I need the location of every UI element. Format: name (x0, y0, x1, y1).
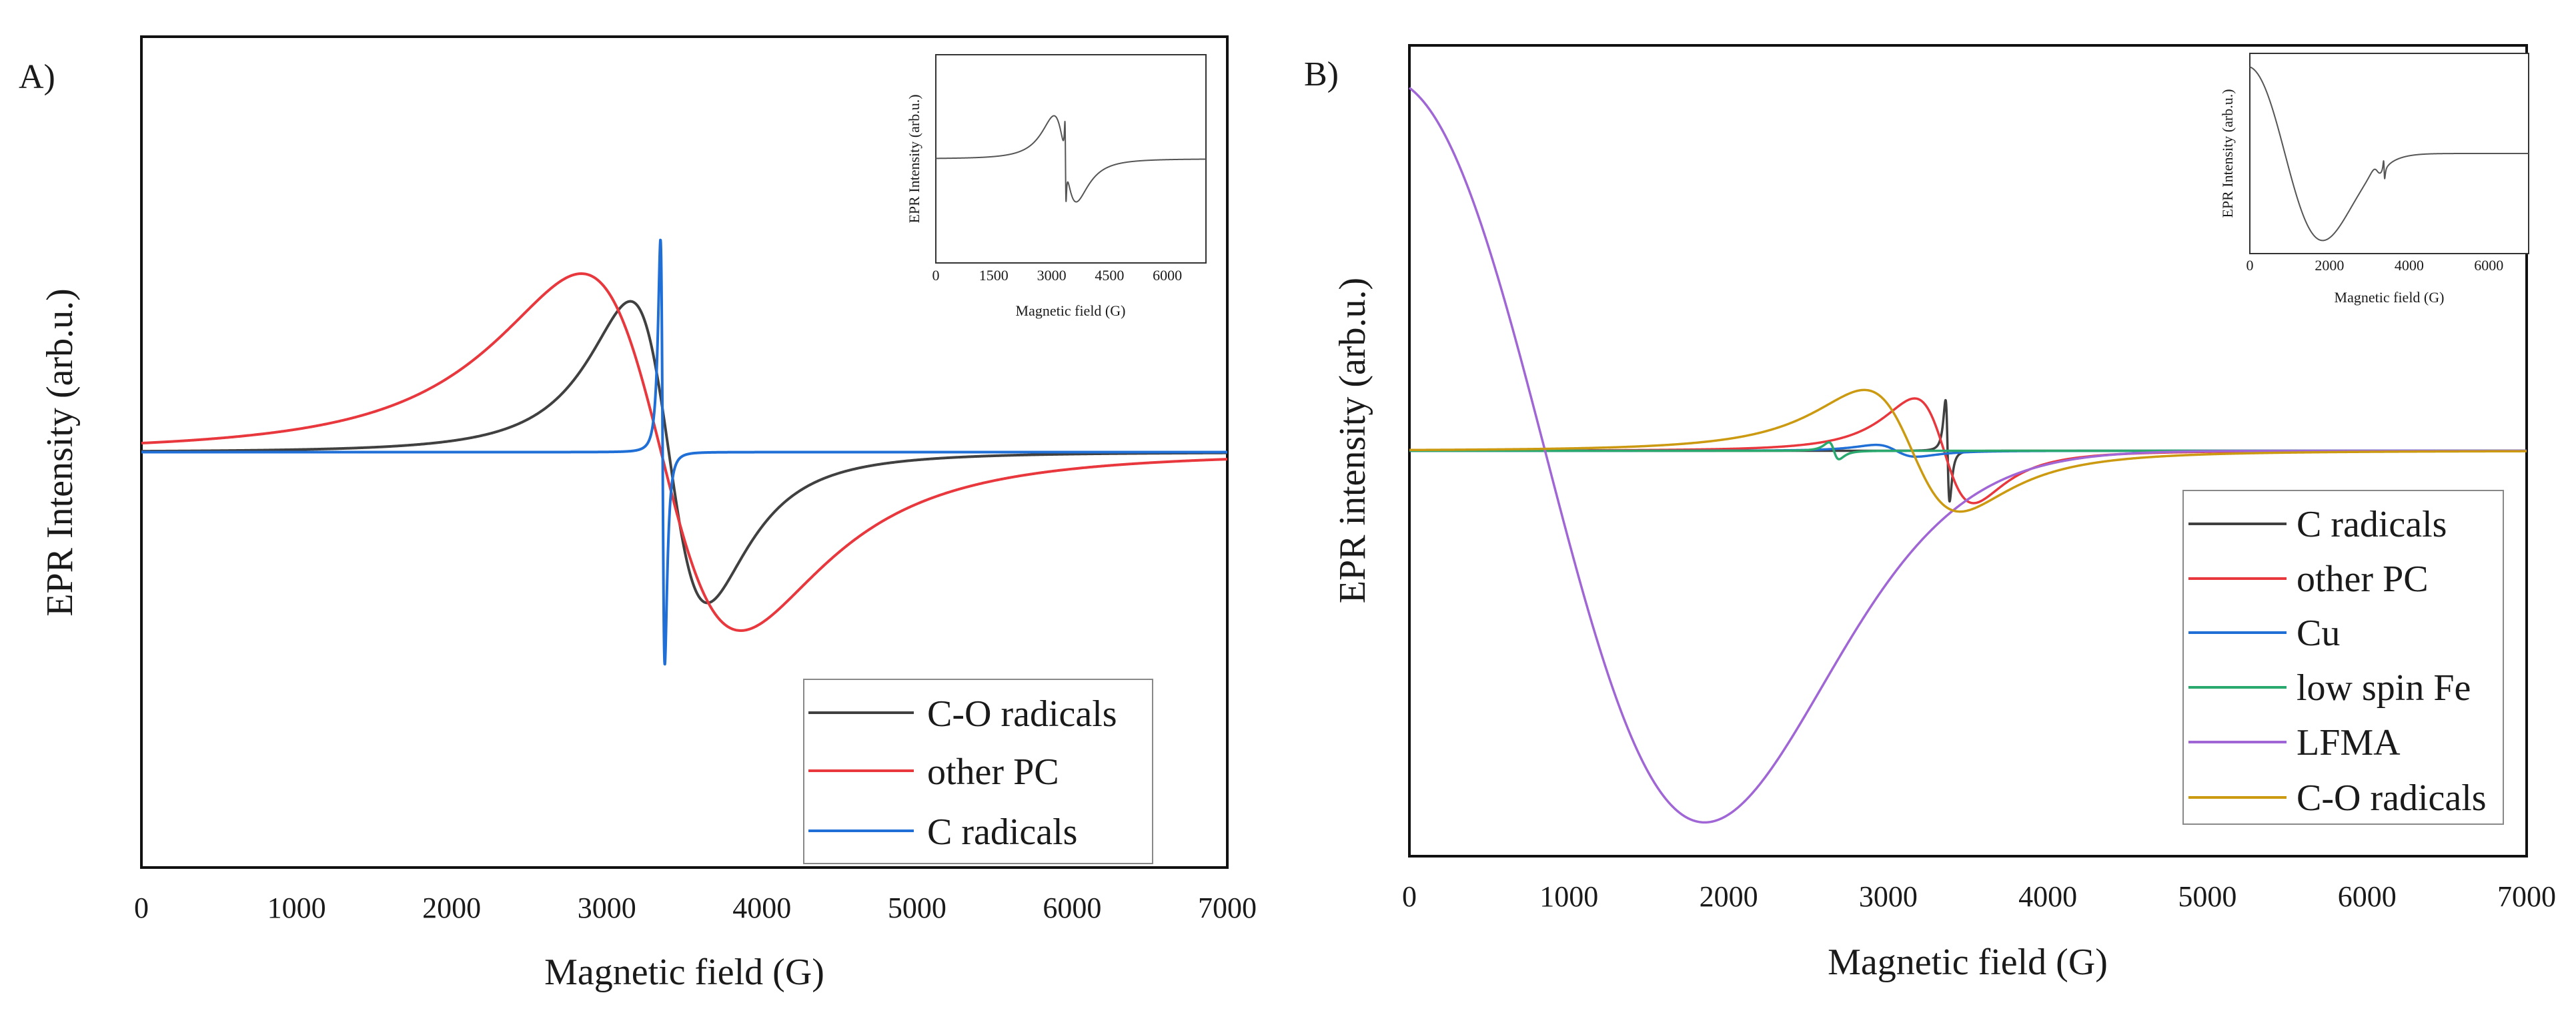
a-legend-label-c-radicals: C radicals (927, 811, 1077, 853)
b-legend-label-cu: Cu (2297, 613, 2340, 654)
b-legend-label-c-radicals: C radicals (2297, 504, 2447, 545)
b-series-c-o-radicals (1409, 388, 2527, 513)
a-inset-xtick-4: 6000 (1153, 267, 1182, 284)
b-inset-series-experimental (2249, 66, 2529, 242)
b-xtick-2: 2000 (1700, 880, 1758, 913)
panel-b-label: B) (1304, 55, 1339, 93)
panel-b-inset-series (2249, 66, 2529, 242)
panel-a-inset: 0 1500 3000 4500 6000 Magnetic field (G)… (906, 54, 1207, 319)
b-inset-xtick-2: 4000 (2395, 257, 2424, 274)
b-legend-label-other-pc: other PC (2297, 559, 2429, 600)
b-legend-label-co-radicals: C-O radicals (2297, 777, 2487, 819)
b-inset-xtick-0: 0 (2246, 257, 2254, 274)
panel-b-inset: 0 2000 4000 6000 Magnetic field (G) EPR … (2219, 53, 2529, 306)
a-legend-label-co-radicals: C-O radicals (927, 693, 1117, 735)
a-inset-xtick-0: 0 (932, 267, 940, 284)
a-xtick-6: 6000 (1043, 892, 1101, 924)
a-inset-xtick-2: 3000 (1037, 267, 1067, 284)
panel-a-label: A) (19, 58, 55, 96)
panel-b-x-tick-labels: 0 1000 2000 3000 4000 5000 6000 7000 (1402, 880, 2556, 913)
panel-b-legend: C radicals other PC Cu low spin Fe LFMA … (2182, 490, 2504, 825)
b-xtick-4: 4000 (2018, 880, 2077, 913)
a-xtick-7: 7000 (1198, 892, 1257, 924)
a-xtick-5: 5000 (888, 892, 946, 924)
a-inset-series-experimental (935, 115, 1207, 203)
a-series-other-pc (141, 272, 1228, 632)
a-xtick-4: 4000 (732, 892, 791, 924)
a-series-c-radicals (141, 238, 1228, 666)
b-inset-xtick-3: 6000 (2474, 257, 2503, 274)
b-legend-label-low-spin-fe: low spin Fe (2297, 667, 2471, 709)
b-series-lfma (1408, 87, 2527, 824)
a-inset-xtick-1: 1500 (979, 267, 1009, 284)
panel-a-x-tick-labels: 0 1000 2000 3000 4000 5000 6000 7000 (134, 892, 1257, 924)
b-xtick-3: 3000 (1859, 880, 1918, 913)
panel-b-series (1408, 87, 2527, 824)
b-xtick-5: 5000 (2178, 880, 2236, 913)
b-inset-x-axis-label: Magnetic field (G) (2335, 289, 2445, 306)
a-inset-x-axis-label: Magnetic field (G) (1016, 302, 1126, 319)
b-xtick-7: 7000 (2497, 880, 2556, 913)
a-xtick-0: 0 (134, 892, 149, 924)
panel-a-inset-series (935, 115, 1207, 203)
b-xtick-0: 0 (1402, 880, 1417, 913)
a-legend-label-other-pc: other PC (927, 751, 1059, 793)
panel-a-inset-frame (935, 54, 1207, 264)
a-xtick-2: 2000 (422, 892, 481, 924)
panel-a-series (141, 238, 1228, 666)
b-inset-xtick-1: 2000 (2315, 257, 2344, 274)
panel-b-x-axis-label: Magnetic field (G) (1828, 942, 2108, 983)
panel-a-x-axis-label: Magnetic field (G) (544, 952, 824, 993)
b-xtick-1: 1000 (1539, 880, 1598, 913)
b-xtick-6: 6000 (2338, 880, 2397, 913)
b-inset-y-axis-label: EPR Intensity (arb.u.) (2219, 89, 2236, 218)
a-series-c-o-radicals (141, 300, 1228, 605)
a-inset-xtick-3: 4500 (1095, 267, 1124, 284)
panel-b: B) 0 1000 2000 3000 4000 5000 6000 7000 … (1304, 44, 2556, 983)
a-inset-y-axis-label: EPR Intensity (arb.u.) (906, 94, 922, 223)
panel-a-y-axis-label: EPR Intensity (arb.u.) (39, 288, 81, 616)
a-xtick-1: 1000 (267, 892, 326, 924)
panel-a-legend: C-O radicals other PC C radicals (803, 679, 1153, 864)
panel-a: A) 0 1000 2000 3000 4000 5000 6000 7000 … (19, 35, 1257, 993)
b-legend-label-lfma: LFMA (2297, 722, 2401, 763)
panel-b-y-axis-label: EPR intensity (arb.u.) (1332, 278, 1373, 603)
a-xtick-3: 3000 (578, 892, 636, 924)
panel-b-legend-box (2182, 490, 2504, 825)
